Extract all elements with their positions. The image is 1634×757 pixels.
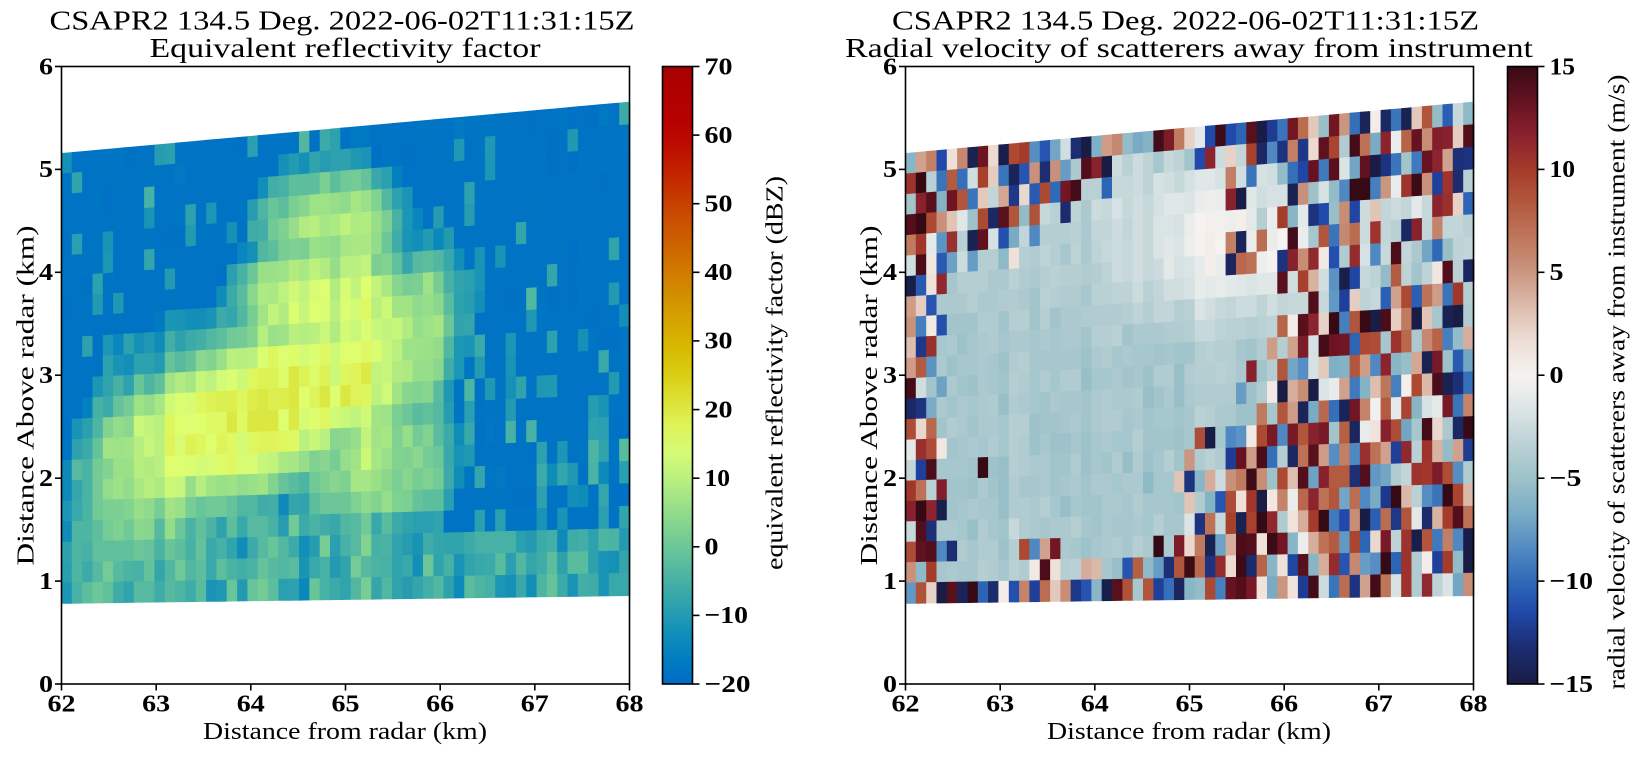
svg-text:50: 50: [705, 191, 733, 218]
svg-text:6: 6: [39, 53, 53, 80]
svg-text:Distance Above radar (km): Distance Above radar (km): [13, 226, 40, 566]
svg-text:66: 66: [1270, 691, 1298, 718]
svg-text:3: 3: [39, 362, 53, 389]
svg-text:65: 65: [1176, 691, 1204, 718]
svg-text:−10: −10: [705, 602, 749, 629]
svg-text:68: 68: [616, 691, 644, 718]
svg-text:2: 2: [883, 465, 897, 492]
svg-text:65: 65: [332, 691, 360, 718]
svg-text:Distance Above radar (km): Distance Above radar (km): [856, 226, 883, 566]
svg-text:62: 62: [892, 691, 920, 718]
svg-text:−5: −5: [1550, 465, 1582, 492]
svg-text:20: 20: [705, 396, 733, 423]
svg-text:70: 70: [705, 53, 733, 80]
svg-text:4: 4: [883, 259, 897, 286]
svg-text:5: 5: [39, 156, 53, 183]
svg-text:CSAPR2 134.5 Deg. 2022-06-02T1: CSAPR2 134.5 Deg. 2022-06-02T11:31:15Z: [50, 6, 635, 36]
svg-text:30: 30: [705, 328, 733, 355]
svg-text:2: 2: [39, 465, 53, 492]
svg-text:67: 67: [521, 691, 549, 718]
svg-text:0: 0: [705, 534, 719, 561]
svg-text:Equivalent reflectivity factor: Equivalent reflectivity factor: [150, 33, 541, 63]
svg-text:63: 63: [142, 691, 170, 718]
svg-text:equivalent reflectivity factor: equivalent reflectivity factor (dBZ): [762, 176, 789, 570]
svg-text:40: 40: [705, 259, 733, 286]
svg-text:−20: −20: [705, 671, 751, 698]
svg-text:10: 10: [1550, 156, 1576, 183]
svg-text:64: 64: [237, 691, 265, 718]
svg-text:5: 5: [1550, 259, 1564, 286]
svg-text:6: 6: [883, 53, 897, 80]
svg-text:63: 63: [986, 691, 1014, 718]
svg-text:67: 67: [1365, 691, 1393, 718]
svg-text:radial velocity of scatterers: radial velocity of scatterers away from …: [1604, 75, 1631, 690]
svg-text:4: 4: [39, 259, 53, 286]
svg-text:Distance from radar (km): Distance from radar (km): [1047, 718, 1331, 745]
svg-text:−15: −15: [1550, 671, 1594, 698]
svg-text:0: 0: [1550, 362, 1564, 389]
svg-text:66: 66: [426, 691, 454, 718]
svg-text:10: 10: [705, 465, 731, 492]
svg-text:0: 0: [883, 671, 897, 698]
svg-text:Radial velocity of scatterers: Radial velocity of scatterers away from …: [845, 33, 1534, 63]
svg-text:5: 5: [883, 156, 897, 183]
svg-text:1: 1: [39, 568, 53, 595]
svg-text:60: 60: [705, 122, 733, 149]
svg-text:CSAPR2 134.5 Deg. 2022-06-02T1: CSAPR2 134.5 Deg. 2022-06-02T11:31:15Z: [892, 6, 1479, 36]
svg-text:1: 1: [883, 568, 897, 595]
svg-text:Distance from radar (km): Distance from radar (km): [203, 718, 487, 745]
svg-text:0: 0: [39, 671, 53, 698]
svg-text:−10: −10: [1550, 568, 1594, 595]
svg-text:68: 68: [1460, 691, 1488, 718]
svg-text:62: 62: [48, 691, 76, 718]
svg-text:3: 3: [883, 362, 897, 389]
svg-text:64: 64: [1081, 691, 1109, 718]
svg-text:15: 15: [1550, 53, 1576, 80]
